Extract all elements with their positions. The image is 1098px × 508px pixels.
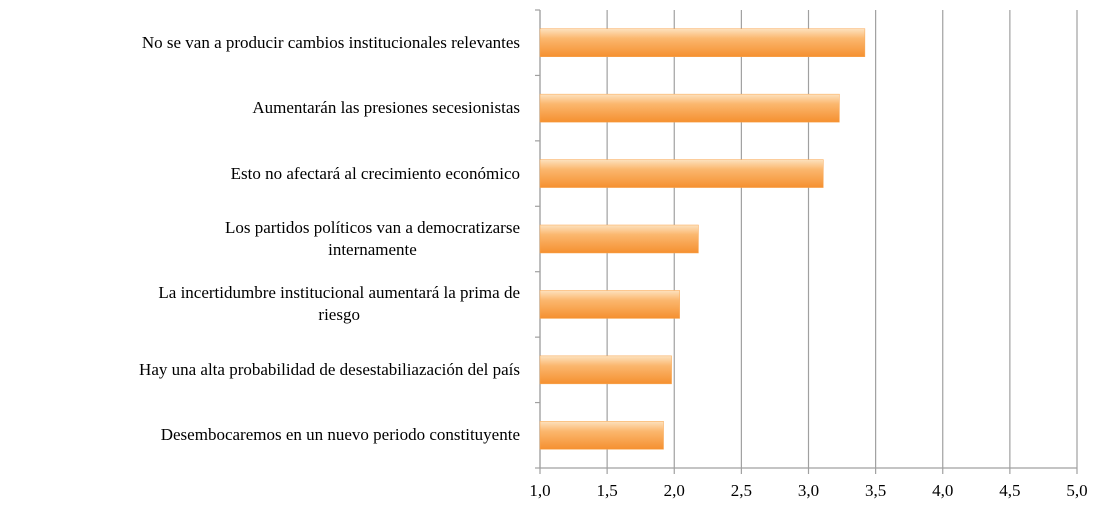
category-label: Aumentarán las presiones secesionistas — [252, 98, 520, 118]
bar — [539, 224, 699, 254]
x-tick-label: 3,5 — [865, 481, 886, 500]
category-label: Desembocaremos en un nuevo periodo const… — [160, 425, 520, 445]
category-label: Hay una alta probabilidad de desestabili… — [139, 359, 520, 379]
x-tick-label: 4,5 — [999, 481, 1020, 500]
x-tick-label: 2,5 — [731, 481, 752, 500]
x-tick-label: 1,0 — [529, 481, 550, 500]
bar — [539, 355, 672, 385]
x-tick-label: 3,0 — [798, 481, 819, 500]
bar — [539, 421, 664, 450]
bar — [539, 290, 680, 319]
category-label: La incertidumbre institucional aumentará… — [158, 283, 520, 325]
category-label: Esto no afectará al crecimiento económic… — [230, 163, 520, 183]
x-tick-label: 4,0 — [932, 481, 953, 500]
category-label: No se van a producir cambios institucion… — [141, 32, 520, 52]
category-label: Los partidos políticos van a democratiza… — [224, 218, 520, 259]
x-tick-label: 1,5 — [597, 481, 618, 500]
bar — [539, 93, 840, 123]
x-tick-label: 5,0 — [1066, 481, 1087, 500]
bar — [539, 159, 824, 188]
x-tick-label: 2,0 — [664, 481, 685, 500]
bar — [539, 28, 866, 57]
